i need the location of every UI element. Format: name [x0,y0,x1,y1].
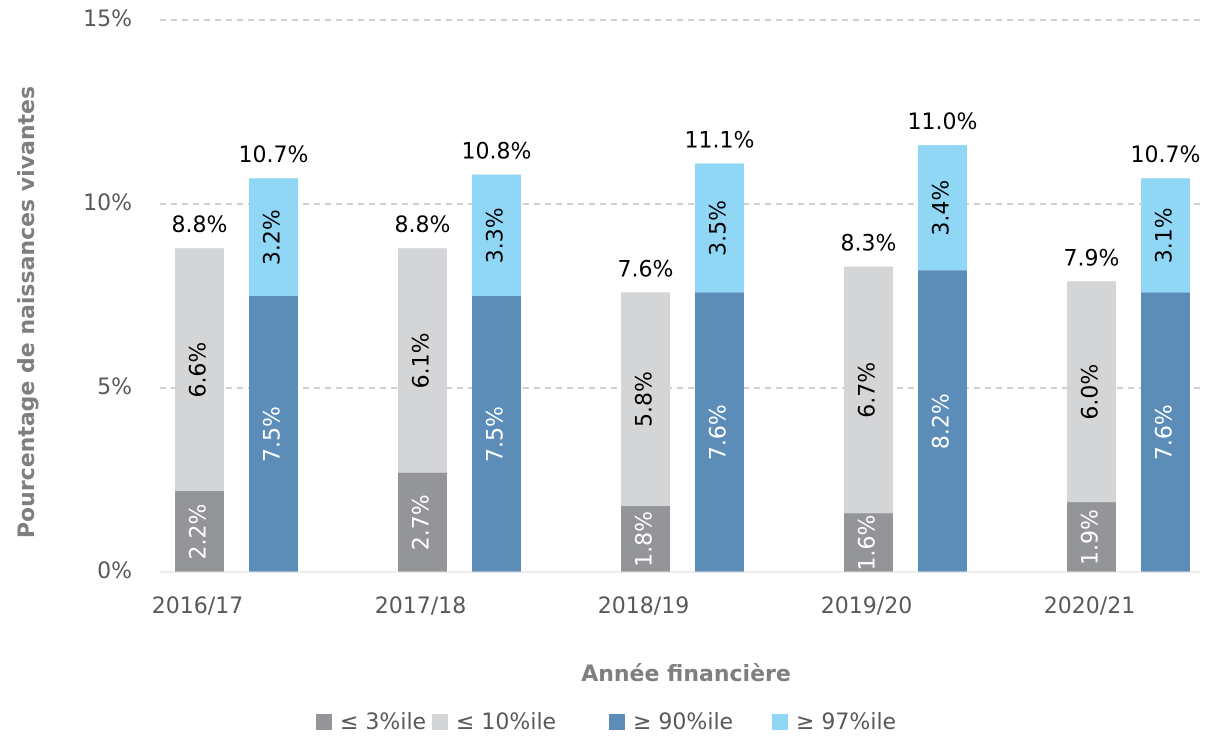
y-tick-label: 15% [83,7,132,32]
data-label: 7.6% [707,404,732,460]
data-label: 6.1% [410,332,435,388]
total-label: 11.0% [908,110,978,135]
data-label: 6.7% [856,362,881,418]
total-label: 10.7% [239,143,309,168]
total-label: 11.1% [685,129,755,154]
bar-segment [1141,178,1190,293]
total-label: 8.3% [841,232,897,257]
legend-label: ≥ 90%ile [633,710,733,735]
data-label: 7.5% [261,406,286,462]
y-tick-label: 5% [97,375,132,400]
legend-swatch [432,714,448,730]
x-tick-label: 2020/21 [1044,594,1135,619]
data-label: 8.2% [930,393,955,449]
bar-segment [398,248,447,473]
bar-segment [844,513,893,572]
legend-swatch [609,714,625,730]
data-label: 3.5% [707,200,732,256]
legend-label: ≥ 97%ile [796,710,896,735]
data-label: 1.9% [1079,509,1104,565]
bar-segment [918,270,967,572]
data-label: 5.8% [633,371,658,427]
bar-segment [472,296,521,572]
legend-label: ≤ 10%ile [456,710,556,735]
x-tick-label: 2018/19 [598,594,689,619]
bar-segment [621,292,670,506]
data-label: 3.2% [261,209,286,265]
legend-label: ≤ 3%ile [340,710,426,735]
data-label: 3.3% [484,207,509,263]
data-label: 3.1% [1153,207,1178,263]
total-label: 7.6% [618,257,674,282]
bar-segment [472,174,521,296]
y-tick-label: 0% [97,559,132,584]
total-label: 10.7% [1131,143,1201,168]
data-label: 3.4% [930,180,955,236]
bar-segment [1141,292,1190,572]
y-tick-label: 10% [83,191,132,216]
bar-segment [175,248,224,492]
x-tick-label: 2019/20 [821,594,912,619]
bar-segment [249,178,298,296]
bar-segment [695,163,744,293]
bar-segment [249,296,298,572]
data-label: 1.8% [633,511,658,567]
bar-segment [398,472,447,572]
data-label: 7.5% [484,406,509,462]
total-label: 10.8% [462,140,532,165]
x-tick-label: 2016/17 [152,594,243,619]
bar-segment [918,145,967,271]
bar-segment [175,491,224,572]
x-axis-title: Année financière [581,662,791,687]
bar-segment [844,266,893,514]
x-tick-label: 2017/18 [375,594,466,619]
data-label: 6.0% [1079,364,1104,420]
bar-segment [695,292,744,572]
data-label: 2.2% [187,504,212,560]
data-label: 2.7% [410,494,435,550]
bar-segment [621,505,670,572]
data-label: 6.6% [187,342,212,398]
total-label: 8.8% [172,213,228,238]
data-label: 1.6% [856,515,881,571]
legend-swatch [316,714,332,730]
data-label: 7.6% [1153,404,1178,460]
total-label: 7.9% [1064,246,1120,271]
legend-swatch [772,714,788,730]
bar-segment [1067,281,1116,503]
total-label: 8.8% [395,213,451,238]
bar-segment [1067,502,1116,572]
y-axis-title: Pourcentage de naissances vivantes [15,86,40,538]
